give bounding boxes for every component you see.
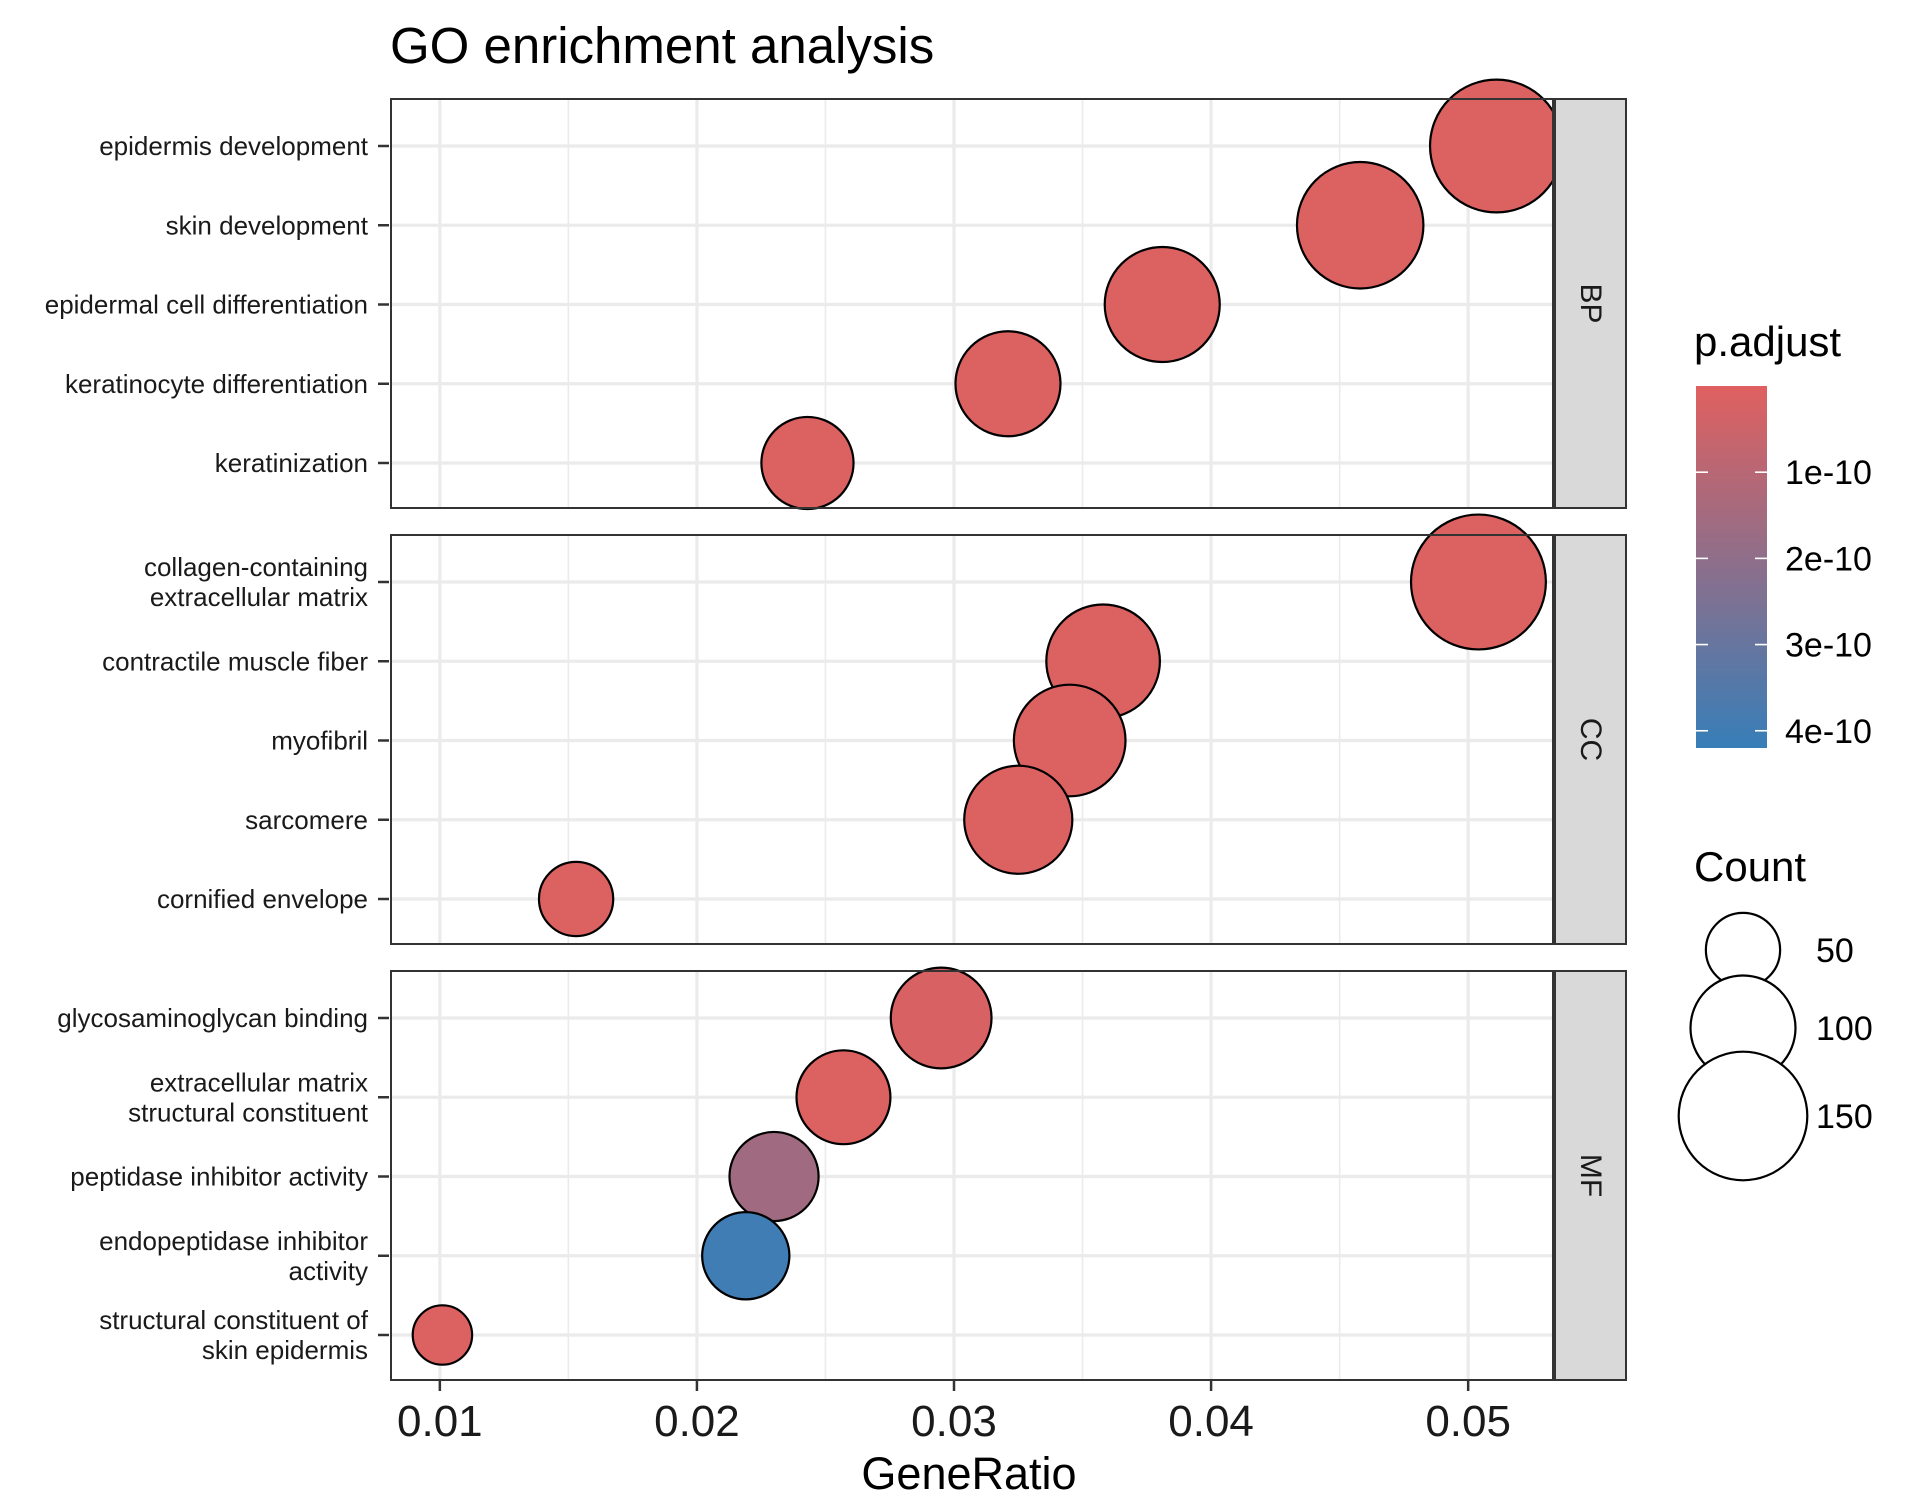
data-point	[537, 860, 615, 938]
legend-size-title: Count	[1694, 843, 1806, 890]
y-tick-label: peptidase inhibitor activity	[70, 1162, 368, 1192]
y-tick-label: epidermal cell differentiation	[45, 290, 368, 320]
data-point	[411, 1304, 474, 1366]
facet-panel-mf: glycosaminoglycan binding extracellular m…	[57, 966, 1627, 1381]
facet-strip-label: BP	[1574, 283, 1607, 323]
data-point	[1103, 245, 1221, 364]
legend-count: Count 50 100 150	[1677, 843, 1873, 1182]
y-tick-label: keratinocyte differentiation	[65, 369, 368, 399]
y-tick-label: glycosaminoglycan binding	[57, 1003, 368, 1033]
y-tick-label: extracellular matrix structural constitue…	[128, 1067, 369, 1127]
y-tick-label: collagen-containing extracellular matrix	[144, 552, 368, 612]
facet-strip-label: MF	[1574, 1154, 1607, 1197]
size-legend-label: 100	[1816, 1010, 1873, 1048]
x-tick-label: 0.03	[911, 1397, 997, 1446]
y-tick-label: endopeptidase inhibitor activity	[99, 1226, 368, 1286]
facet-strip-label: CC	[1574, 718, 1607, 761]
data-point	[889, 966, 993, 1070]
size-legend-label: 50	[1816, 932, 1854, 970]
data-point	[701, 1211, 791, 1301]
color-legend-label: 2e-10	[1785, 540, 1872, 578]
facet-panel-cc: collagen-containing extracellular matrix c…	[102, 513, 1627, 945]
chart-title: GO enrichment analysis	[390, 17, 934, 74]
data-point	[728, 1130, 820, 1223]
color-legend-label: 4e-10	[1785, 713, 1872, 751]
x-axis: 0.01 0.02 0.03 0.04 0.05	[397, 1380, 1511, 1446]
data-point	[1012, 683, 1127, 798]
color-legend-label: 1e-10	[1785, 454, 1872, 492]
facet-panels: epidermis development skin development epi…	[45, 78, 1627, 1381]
y-tick-label: myofibril	[271, 726, 368, 756]
size-legend-key	[1677, 1050, 1809, 1182]
data-point	[954, 330, 1062, 438]
x-tick-label: 0.01	[397, 1397, 483, 1446]
color-bar	[1696, 386, 1767, 748]
x-tick-label: 0.02	[654, 1397, 740, 1446]
color-legend-label: 3e-10	[1785, 627, 1872, 665]
legend-p-adjust: p.adjust 1e-10 2e-10 3e-10 4e-10	[1694, 318, 1872, 751]
y-tick-label: contractile muscle fiber	[102, 646, 368, 676]
facet-strip	[1554, 98, 1627, 509]
legend-color-title: p.adjust	[1694, 318, 1841, 365]
panel-border	[390, 98, 1554, 509]
y-tick-label: epidermis development	[99, 131, 369, 161]
y-tick-label: keratinization	[215, 448, 368, 478]
x-tick-label: 0.04	[1168, 1397, 1254, 1446]
data-point	[1409, 513, 1547, 651]
x-axis-label: GeneRatio	[861, 1448, 1076, 1499]
panel-border	[390, 534, 1554, 945]
data-point	[1295, 160, 1425, 290]
data-point	[963, 764, 1074, 875]
facet-strip	[1554, 534, 1627, 945]
y-tick-label: structural constituent of skin epidermis	[99, 1305, 369, 1365]
y-tick-label: sarcomere	[245, 805, 368, 835]
facet-strip	[1554, 970, 1627, 1381]
y-tick-label: skin development	[166, 210, 369, 240]
data-point	[795, 1049, 892, 1146]
x-tick-label: 0.05	[1425, 1397, 1511, 1446]
y-tick-label: cornified envelope	[157, 884, 368, 914]
panel-border	[390, 970, 1554, 1381]
size-legend-label: 150	[1816, 1098, 1873, 1136]
data-point	[760, 415, 855, 511]
facet-panel-bp: epidermis development skin development epi…	[45, 78, 1627, 511]
